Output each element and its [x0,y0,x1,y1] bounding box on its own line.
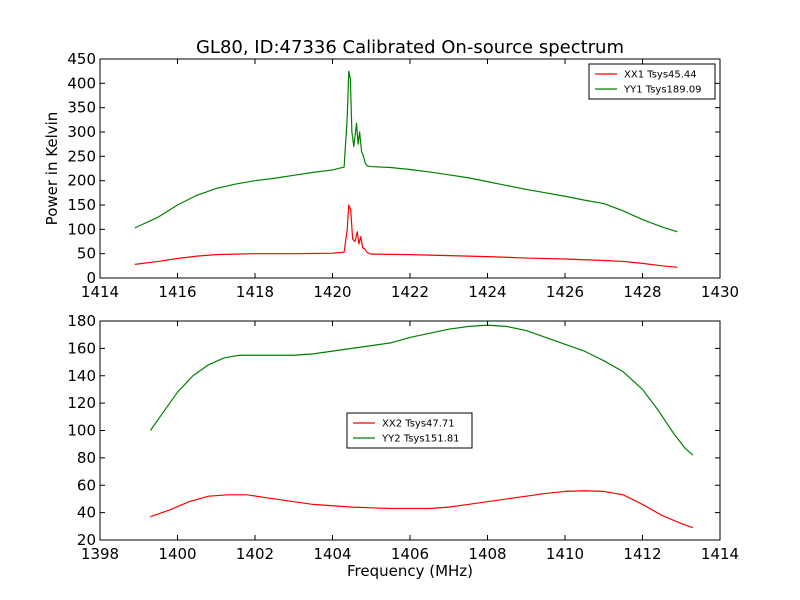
x-tick-label: 1408 [468,545,506,563]
x-tick-label: 1404 [313,545,351,563]
x-tick-label: 1430 [701,283,739,301]
x-tick-label: 1418 [236,283,274,301]
panel-2: 1398 1400 1402 1404 1406 1408 1410 1412 1414 20 40… [67,312,739,580]
x-tick-label: 1414 [81,283,119,301]
x-tick-label: 1424 [468,283,506,301]
x-tick-label: 1412 [623,545,661,563]
y-tick-label: 100 [67,422,96,440]
y-tick-label: 250 [67,147,96,165]
y-tick-label: 200 [67,172,96,190]
legend-label: YY2 Tsys151.81 [381,434,460,445]
legend-label: YY1 Tsys189.09 [623,85,702,96]
y-tick-label: 0 [86,269,96,287]
legend-label: XX1 Tsys45.44 [624,70,697,81]
y-tick-label: 180 [67,312,96,330]
y-tick-label: 300 [67,123,96,141]
chart-title: GL80, ID:47336 Calibrated On-source spec… [196,37,624,58]
y-tick-label: 140 [67,367,96,385]
x-tick-label: 1402 [236,545,274,563]
x-tick-label: 1428 [623,283,661,301]
x-tick-label: 1422 [391,283,429,301]
legend-box [346,412,473,449]
x-tick-label: 1426 [546,283,584,301]
y-tick-label: 150 [67,196,96,214]
legend: XX2 Tsys47.71 YY2 Tsys151.81 [346,412,473,449]
y-tick-label: 50 [77,245,96,263]
legend-label: XX2 Tsys47.71 [382,419,455,430]
x-tick-label: 1398 [81,545,119,563]
y-tick-label: 120 [67,394,96,412]
legend: XX1 Tsys45.44 YY1 Tsys189.09 [588,63,716,100]
panel-1: 1414 1416 1418 1420 1422 1424 1426 1428 1430 0 50 1… [43,50,739,301]
x-axis-label: Frequency (MHz) [347,562,473,580]
y-tick-label: 450 [67,50,96,68]
x-tick-label: 1406 [391,545,429,563]
series-line-1-2 [134,70,678,233]
x-tick-label: 1416 [158,283,196,301]
y-tick-label: 80 [77,449,96,467]
y-tick-label: 400 [67,74,96,92]
x-tick-label: 1410 [546,545,584,563]
series-line-1-1 [134,204,678,268]
x-tick-label: 1420 [313,283,351,301]
legend-box [588,63,716,100]
y-tick-label: 60 [77,476,96,494]
y-tick-label: 100 [67,220,96,238]
x-tick-label: 1400 [158,545,196,563]
y-tick-label: 160 [67,339,96,357]
y-tick-label: 40 [77,504,96,522]
series-line-2-1 [150,490,694,529]
y-axis-label: Power in Kelvin [43,112,61,226]
y-tick-label: 350 [67,99,96,117]
x-tick-label: 1414 [701,545,739,563]
y-tick-label: 20 [77,531,96,549]
series-line-2-2 [149,324,694,456]
